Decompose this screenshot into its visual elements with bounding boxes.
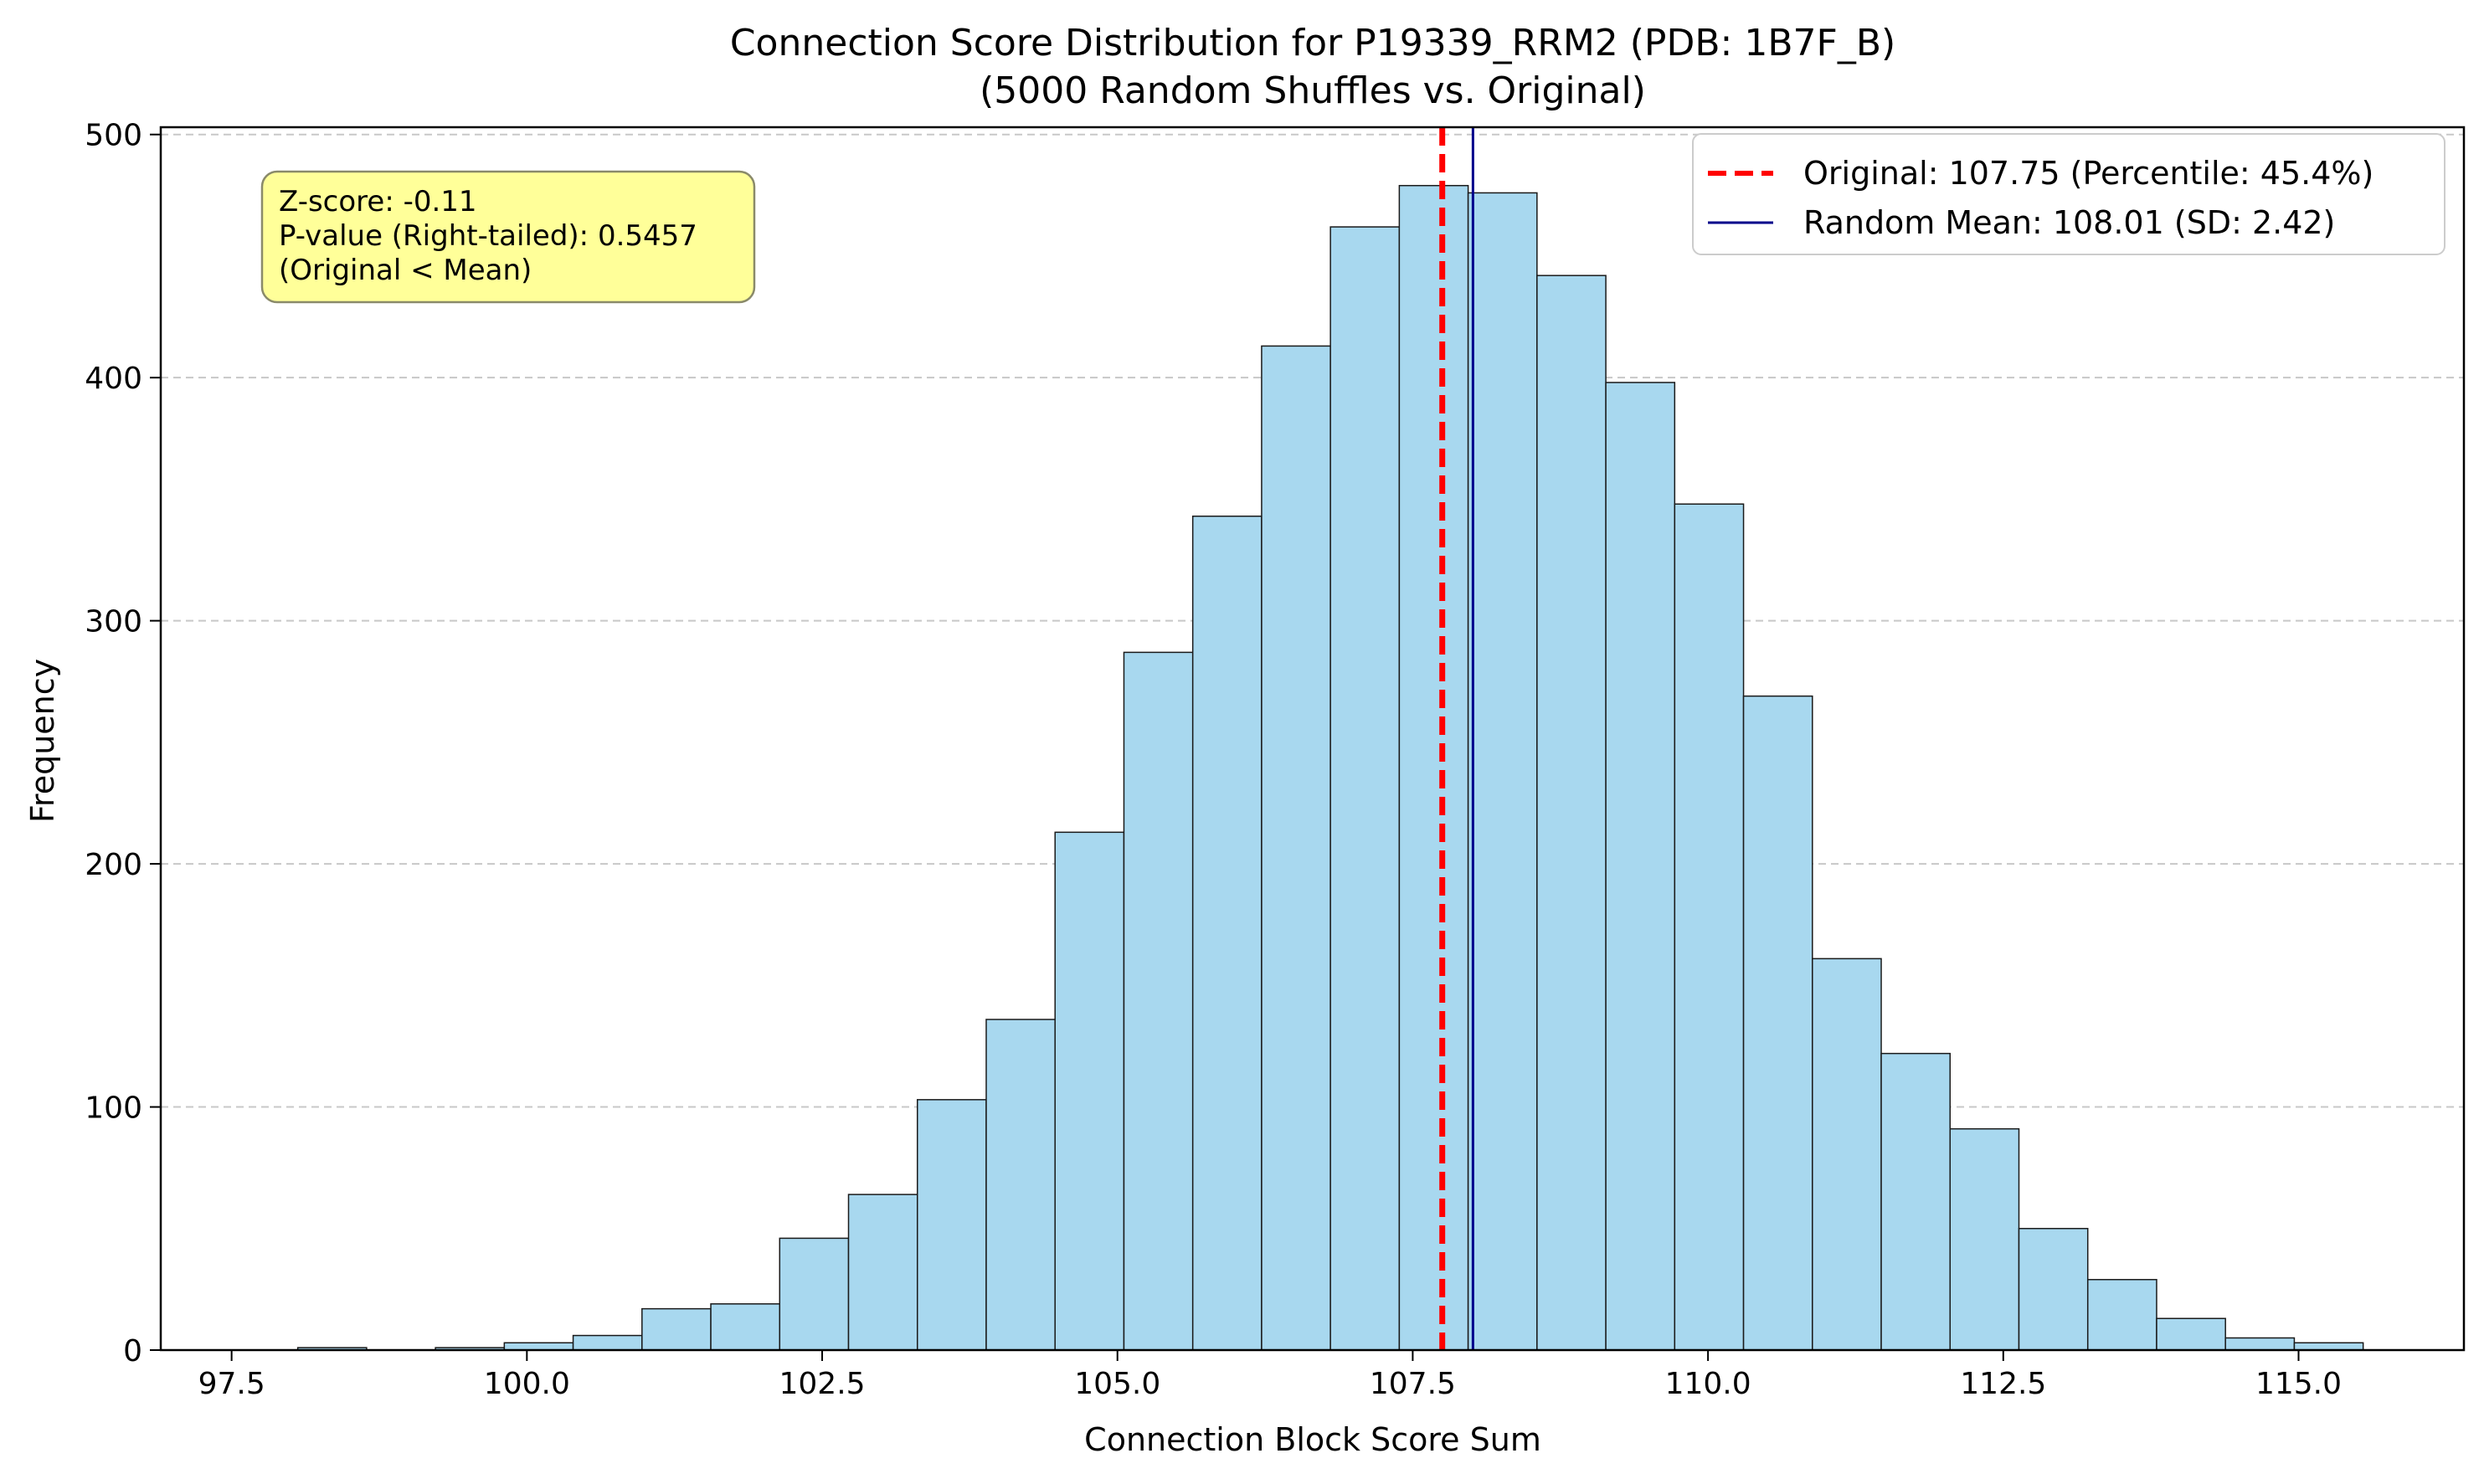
reference-lines bbox=[1439, 127, 1474, 1350]
annotation-pvalue: P-value (Right-tailed): 0.5457 bbox=[279, 219, 697, 253]
histogram-bar bbox=[641, 1307, 712, 1351]
histogram-bars bbox=[296, 184, 2364, 1351]
histogram-bar bbox=[572, 1334, 643, 1351]
y-tick-label: 400 bbox=[85, 362, 142, 396]
y-axis-ticks: 0 100 200 300 400 500 bbox=[85, 119, 161, 1368]
y-tick-label: 0 bbox=[123, 1334, 142, 1368]
legend-mean-label: Random Mean: 108.01 (SD: 2.42) bbox=[1803, 204, 2335, 241]
histogram-bar bbox=[2293, 1342, 2364, 1351]
histogram-bar bbox=[1812, 958, 1882, 1351]
stats-annotation: Z-score: -0.11 P-value (Right-tailed): 0… bbox=[260, 170, 756, 304]
x-tick-label: 100.0 bbox=[484, 1367, 570, 1401]
legend-frame bbox=[1692, 133, 2445, 255]
histogram-bar bbox=[779, 1237, 850, 1351]
histogram-bar bbox=[1949, 1127, 2020, 1351]
histogram-bar bbox=[2156, 1317, 2226, 1351]
histogram-bar bbox=[1880, 1052, 1952, 1351]
histogram-bar bbox=[1742, 695, 1813, 1351]
x-axis-label: Connection Block Score Sum bbox=[1084, 1421, 1541, 1458]
x-tick-label: 107.5 bbox=[1370, 1367, 1456, 1401]
histogram-bar bbox=[985, 1019, 1056, 1351]
grid-lines bbox=[161, 133, 2464, 1108]
histogram-bar bbox=[1191, 515, 1263, 1351]
histogram-bar bbox=[1261, 345, 1331, 1351]
histogram-bar bbox=[1674, 503, 1745, 1351]
histogram-bar bbox=[503, 1342, 574, 1351]
histogram-bar bbox=[710, 1303, 781, 1351]
plot-frame bbox=[159, 126, 2466, 1352]
histogram-bar bbox=[1398, 184, 1469, 1351]
histogram-bar bbox=[1123, 651, 1194, 1351]
annotation-direction: (Original < Mean) bbox=[279, 254, 532, 287]
y-axis-label: Frequency bbox=[24, 659, 61, 823]
annotation-background bbox=[260, 170, 756, 304]
chart-subtitle: (5000 Random Shuffles vs. Original) bbox=[980, 69, 1646, 112]
histogram-bar bbox=[2086, 1279, 2157, 1351]
histogram-bar bbox=[1329, 226, 1401, 1351]
x-tick-label: 112.5 bbox=[1960, 1367, 2046, 1401]
histogram-bar bbox=[847, 1194, 918, 1351]
y-tick-label: 200 bbox=[85, 848, 142, 882]
histogram-bar bbox=[917, 1099, 987, 1351]
x-tick-label: 97.5 bbox=[198, 1367, 265, 1401]
x-tick-label: 110.0 bbox=[1665, 1367, 1751, 1401]
y-tick-label: 500 bbox=[85, 119, 142, 153]
y-tick-label: 100 bbox=[85, 1091, 142, 1126]
x-axis-ticks: 97.5 100.0 102.5 105.0 107.5 110.0 112.5 115.0 bbox=[198, 1350, 2342, 1401]
histogram-bar bbox=[1605, 382, 1676, 1351]
histogram-bar bbox=[1054, 831, 1125, 1351]
histogram-bar bbox=[2018, 1228, 2089, 1351]
histogram-bar bbox=[2224, 1337, 2296, 1351]
chart-title: Connection Score Distribution for P19339… bbox=[730, 22, 1895, 64]
x-tick-label: 105.0 bbox=[1074, 1367, 1160, 1401]
legend: Original: 107.75 (Percentile: 45.4%) Ran… bbox=[1692, 133, 2445, 255]
histogram-bar bbox=[1536, 275, 1607, 1351]
x-tick-label: 115.0 bbox=[2255, 1367, 2342, 1401]
legend-original-label: Original: 107.75 (Percentile: 45.4%) bbox=[1803, 155, 2373, 192]
y-tick-label: 300 bbox=[85, 605, 142, 639]
x-tick-label: 102.5 bbox=[779, 1367, 865, 1401]
histogram-bar bbox=[1467, 192, 1538, 1351]
annotation-zscore: Z-score: -0.11 bbox=[279, 185, 477, 218]
